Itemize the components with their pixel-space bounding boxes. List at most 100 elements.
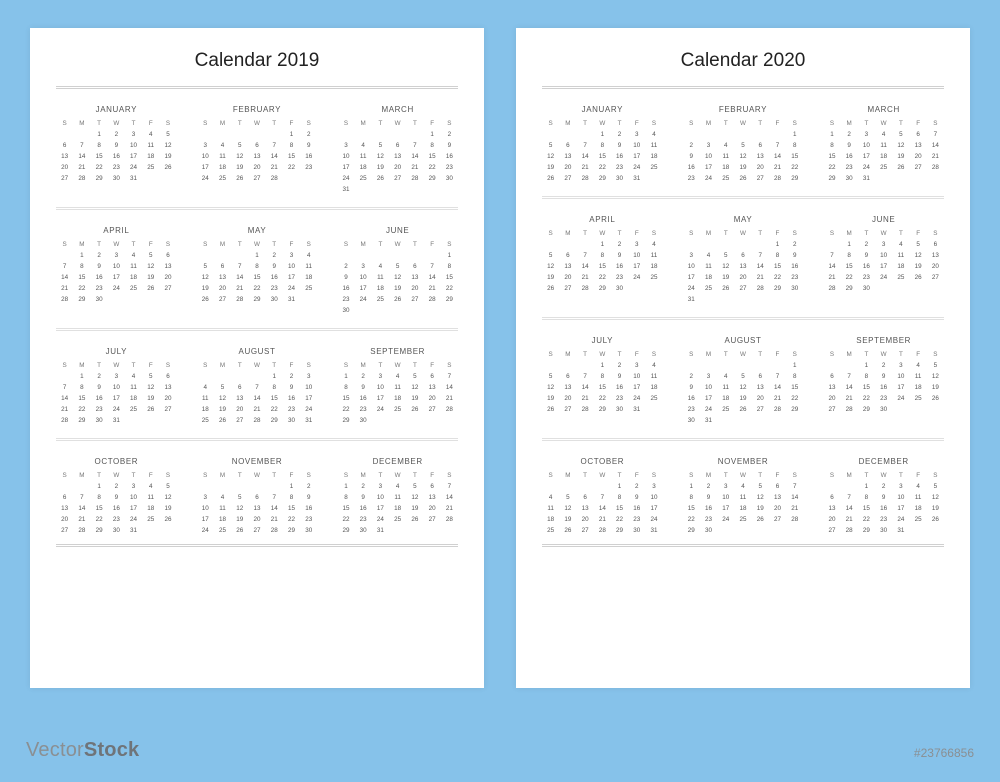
day-cell: 19	[231, 162, 248, 173]
bottom-rule	[56, 544, 458, 547]
dow-cell: T	[576, 470, 593, 481]
dow-cell: T	[858, 470, 875, 481]
month-block: DECEMBERSMTWTFS0012345678910111213141516…	[823, 451, 944, 536]
dow-cell: T	[611, 228, 628, 239]
day-cell: 3	[700, 371, 717, 382]
day-cell: 6	[769, 481, 786, 492]
day-cell: 4	[910, 481, 927, 492]
day-cell: 25	[892, 272, 909, 283]
day-cell: 22	[683, 514, 700, 525]
day-cell: 11	[717, 151, 734, 162]
dow-cell: W	[248, 360, 265, 371]
day-cell: 14	[841, 382, 858, 393]
day-cell: 19	[142, 393, 159, 404]
day-cell: 18	[910, 382, 927, 393]
day-cell: 21	[786, 503, 803, 514]
day-cell: 29	[266, 415, 283, 426]
day-cell: 28	[248, 415, 265, 426]
day-cell: 23	[683, 173, 700, 184]
day-cell: 1	[73, 250, 90, 261]
day-cell: 22	[283, 162, 300, 173]
day-cell: 10	[300, 382, 317, 393]
day-cell: 9	[683, 382, 700, 393]
day-cell: 10	[875, 250, 892, 261]
day-cell: 25	[142, 514, 159, 525]
dow-cell: T	[266, 470, 283, 481]
dow-cell: T	[90, 239, 107, 250]
day-cell: 23	[283, 404, 300, 415]
day-cell: 27	[910, 162, 927, 173]
day-cell: 18	[645, 151, 662, 162]
day-cell: 29	[786, 173, 803, 184]
month-block: AUGUSTSMTWTFS000012345678910111213141516…	[197, 341, 318, 426]
day-cell: 20	[389, 162, 406, 173]
day-cell: 16	[108, 503, 125, 514]
day-cell: 22	[769, 272, 786, 283]
day-cell: 17	[197, 162, 214, 173]
month-name: MARCH	[823, 105, 944, 114]
day-cell: 18	[645, 382, 662, 393]
day-cell: 27	[231, 415, 248, 426]
dow-cell: W	[594, 349, 611, 360]
day-cell: 23	[300, 514, 317, 525]
dow-cell: F	[283, 470, 300, 481]
month-block: MARCHSMTWTFS0000012345678910111213141516…	[337, 99, 458, 195]
dow-cell: W	[875, 118, 892, 129]
dow-cell: T	[90, 360, 107, 371]
dow-cell: M	[841, 470, 858, 481]
day-cell: 16	[858, 261, 875, 272]
day-cell: 14	[441, 382, 458, 393]
day-cell: 22	[248, 283, 265, 294]
month-grid: SMTWTFS012345678910111213141516171819202…	[823, 228, 944, 294]
day-cell: 5	[734, 371, 751, 382]
day-cell: 23	[858, 272, 875, 283]
day-cell: 11	[214, 151, 231, 162]
day-cell: 30	[90, 415, 107, 426]
day-cell: 18	[542, 514, 559, 525]
day-cell: 7	[823, 250, 840, 261]
dow-cell: W	[389, 470, 406, 481]
day-cell: 21	[231, 283, 248, 294]
day-cell: 15	[594, 151, 611, 162]
day-cell: 16	[611, 382, 628, 393]
day-cell: 16	[337, 283, 354, 294]
day-cell: 7	[576, 140, 593, 151]
dow-cell: S	[542, 228, 559, 239]
day-cell: 16	[90, 272, 107, 283]
day-cell: 3	[108, 250, 125, 261]
dow-cell: M	[700, 228, 717, 239]
day-cell: 25	[389, 514, 406, 525]
dow-cell: S	[927, 228, 944, 239]
day-cell: 30	[441, 173, 458, 184]
day-cell: 30	[300, 525, 317, 536]
dow-cell: W	[108, 239, 125, 250]
day-cell: 6	[248, 492, 265, 503]
day-cell: 5	[231, 492, 248, 503]
day-cell: 26	[542, 283, 559, 294]
day-cell: 29	[90, 525, 107, 536]
day-cell: 29	[594, 404, 611, 415]
day-cell: 24	[645, 514, 662, 525]
day-cell: 12	[559, 503, 576, 514]
dow-cell: S	[645, 349, 662, 360]
day-cell: 4	[300, 250, 317, 261]
day-cell: 21	[769, 162, 786, 173]
month-name: NOVEMBER	[197, 457, 318, 466]
day-cell: 21	[594, 514, 611, 525]
dow-cell: T	[406, 470, 423, 481]
day-cell: 17	[337, 162, 354, 173]
day-cell: 12	[910, 250, 927, 261]
day-cell: 1	[73, 371, 90, 382]
day-cell: 24	[628, 393, 645, 404]
day-cell: 8	[73, 382, 90, 393]
day-cell: 27	[56, 525, 73, 536]
day-cell: 19	[752, 503, 769, 514]
day-cell: 27	[214, 294, 231, 305]
day-cell: 28	[752, 283, 769, 294]
day-cell: 7	[73, 492, 90, 503]
month-name: JANUARY	[56, 105, 177, 114]
day-cell: 4	[645, 360, 662, 371]
day-cell: 16	[611, 151, 628, 162]
day-cell: 18	[372, 283, 389, 294]
dow-cell: F	[283, 360, 300, 371]
